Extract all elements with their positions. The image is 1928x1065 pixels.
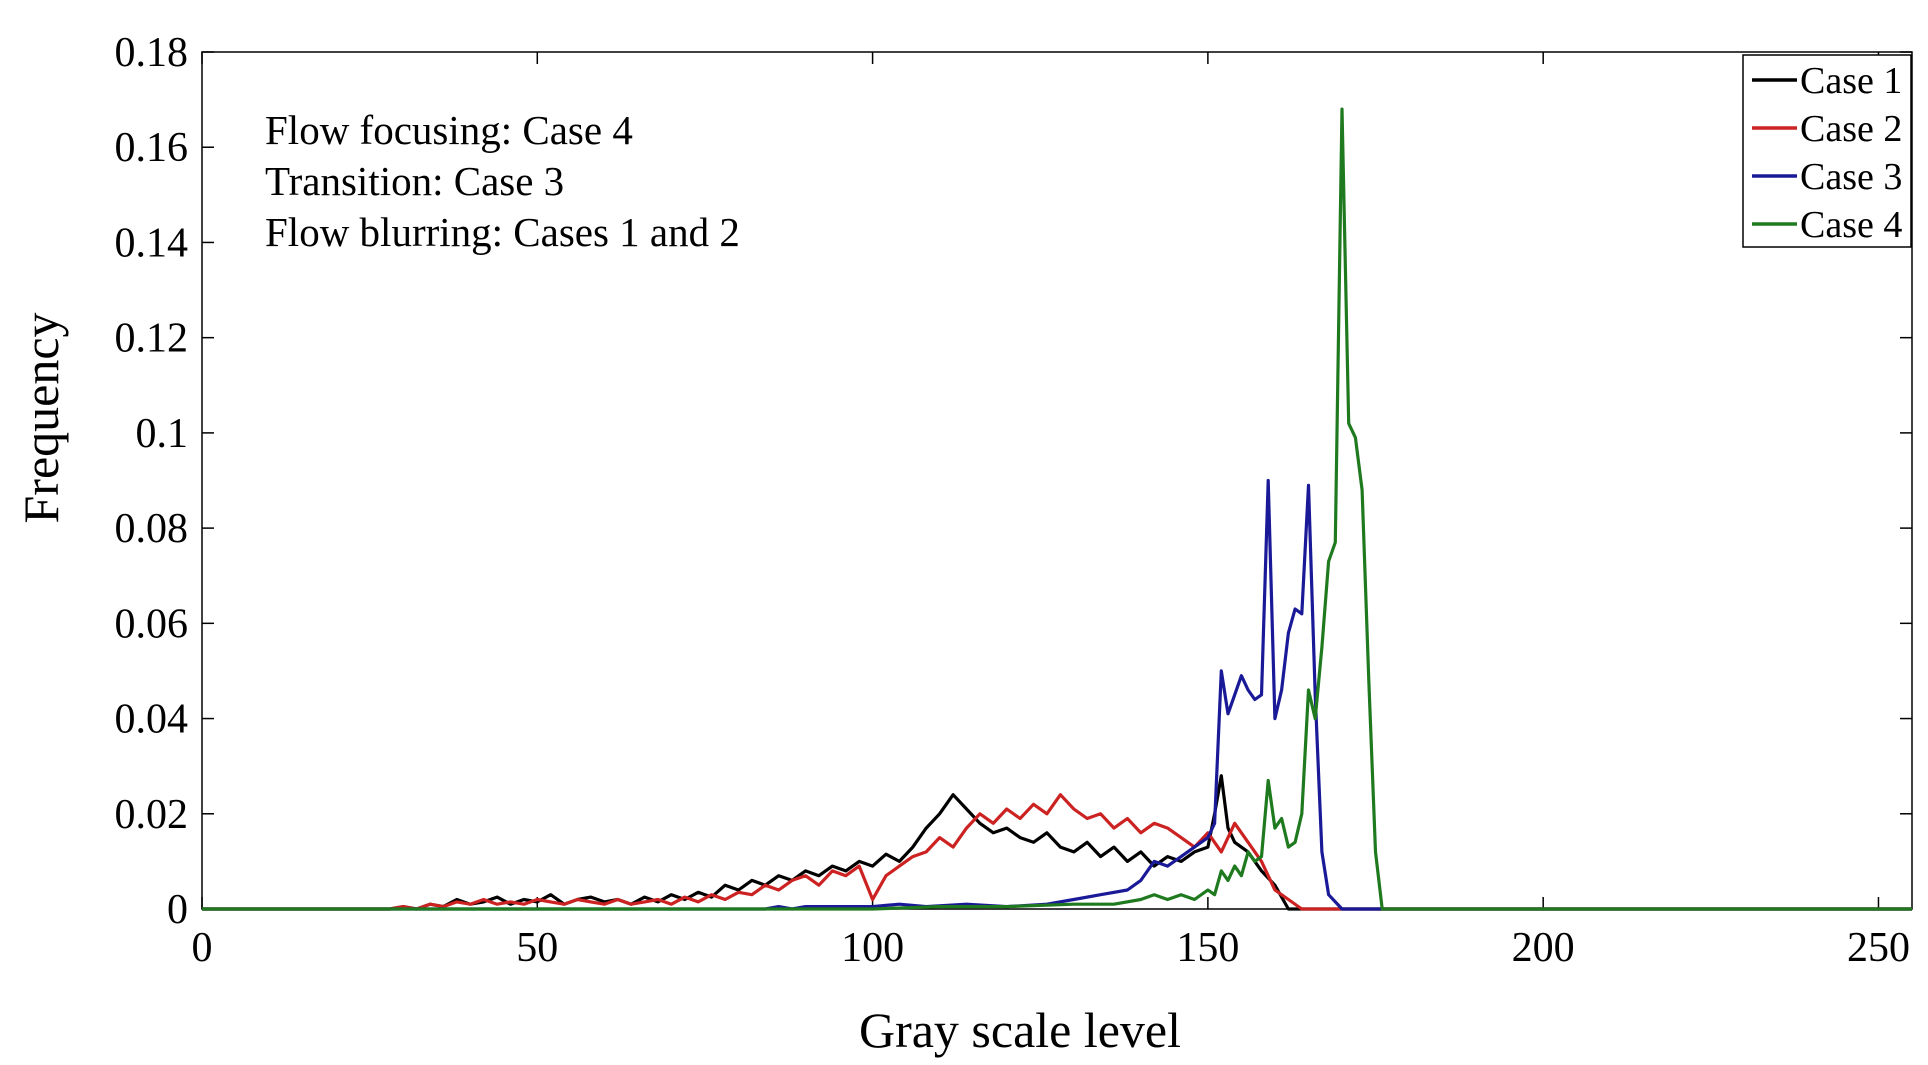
x-tick-label: 200 — [1512, 925, 1575, 971]
y-tick-label: 0.08 — [115, 506, 189, 552]
x-tick-label: 100 — [841, 925, 904, 971]
plot-area-frame — [201, 51, 1913, 910]
legend-label-case-1: Case 1 — [1800, 60, 1902, 102]
x-tick-label: 250 — [1847, 925, 1910, 971]
x-tick-labels: 0 50 100 150 200 250 — [192, 925, 1910, 971]
series-line-case-4 — [202, 107, 1912, 911]
y-tick-label: 0.18 — [115, 30, 189, 76]
x-axis-label: Gray scale level — [859, 1002, 1181, 1058]
annotation-flow-blurring: Flow blurring: Cases 1 and 2 — [265, 209, 740, 255]
series-lines — [202, 107, 1912, 911]
y-tick-labels: 0 0.02 0.04 0.06 0.08 0.1 0.12 0.14 0.16 0.18 — [115, 30, 189, 933]
y-axis-label: Frequency — [13, 312, 69, 523]
y-tick-label: 0.02 — [115, 792, 189, 838]
y-tick-label: 0.04 — [115, 697, 189, 743]
x-tick-label: 50 — [516, 925, 558, 971]
legend-label-case-2: Case 2 — [1800, 108, 1902, 150]
legend-box — [1742, 54, 1912, 248]
y-tick-label: 0.1 — [136, 411, 189, 457]
y-tick-label: 0.12 — [115, 316, 189, 362]
y-tick-label: 0.16 — [115, 125, 189, 171]
y-tick-label: 0.14 — [115, 220, 189, 266]
x-tick-label: 150 — [1176, 925, 1239, 971]
series-line-case-3 — [202, 478, 1912, 911]
annotation-transition: Transition: Case 3 — [265, 158, 564, 204]
y-tick-label: 0.06 — [115, 601, 189, 647]
y-tick-label: 0 — [167, 887, 188, 933]
x-tick-label: 0 — [192, 925, 213, 971]
legend-label-case-4: Case 4 — [1800, 204, 1902, 246]
legend: Case 1 Case 2 Case 3 Case 4 — [1742, 54, 1912, 248]
annotation-flow-focusing: Flow focusing: Case 4 — [265, 107, 633, 153]
legend-label-case-3: Case 3 — [1800, 156, 1902, 198]
annotation-block: Flow focusing: Case 4 Transition: Case 3… — [265, 107, 740, 255]
series-line-case-2 — [202, 793, 1912, 911]
